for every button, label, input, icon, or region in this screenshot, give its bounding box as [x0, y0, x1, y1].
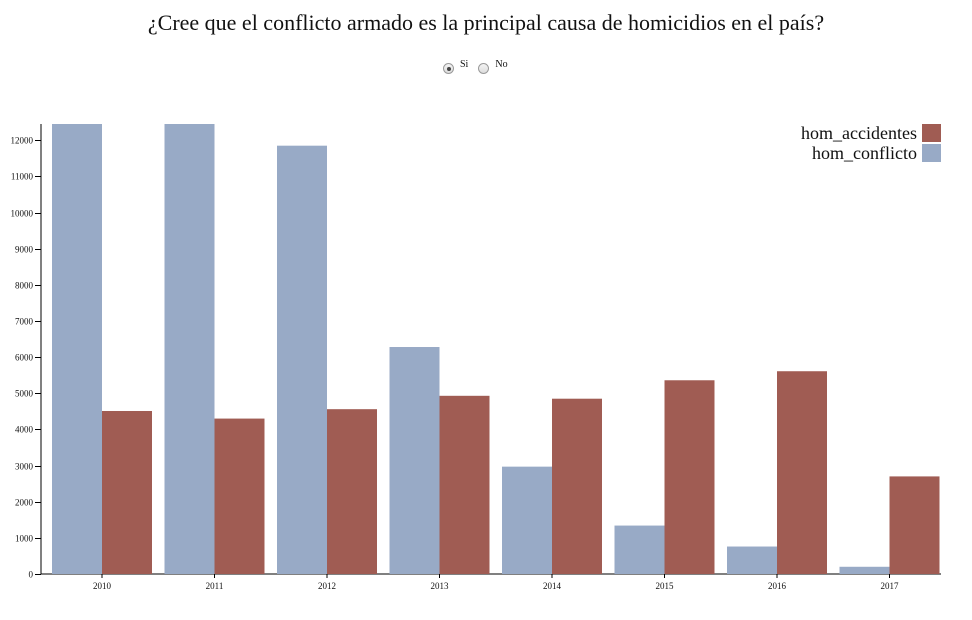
bar-hom_conflicto — [164, 124, 215, 574]
y-tick-label: 7000 — [15, 317, 34, 327]
y-tick-label: 9000 — [15, 245, 34, 255]
bar-hom_conflicto — [727, 546, 777, 574]
y-tick-label: 2000 — [15, 498, 34, 508]
x-tick-label: 2014 — [543, 581, 562, 591]
y-tick-label: 1000 — [15, 534, 34, 544]
radio-si-label: Si — [460, 59, 469, 70]
bar-hom_conflicto — [277, 145, 327, 574]
x-tick-label: 2016 — [768, 581, 787, 591]
bar-hom_conflicto — [614, 525, 665, 574]
x-tick-label: 2010 — [93, 581, 112, 591]
bar-hom_accidentes — [664, 380, 715, 574]
y-tick-label: 6000 — [15, 353, 34, 363]
y-tick-label: 11000 — [11, 172, 34, 182]
y-tick-label: 10000 — [11, 209, 34, 219]
bar-hom_accidentes — [439, 395, 490, 574]
y-tick-label: 5000 — [15, 389, 34, 399]
bar-hom_conflicto — [52, 124, 102, 574]
bar-hom_accidentes — [889, 476, 940, 574]
bar-hom_accidentes — [327, 409, 377, 574]
bar-hom_conflicto — [839, 566, 890, 574]
x-tick-label: 2011 — [206, 581, 224, 591]
answer-radio-group: Si No — [443, 58, 508, 74]
bar-hom_conflicto — [389, 347, 440, 574]
legend-label-hom_conflicto: hom_conflicto — [812, 143, 917, 163]
bar-hom_conflicto — [502, 466, 552, 574]
bar-hom_accidentes — [777, 371, 827, 574]
y-tick-label: 4000 — [15, 425, 34, 435]
x-tick-label: 2012 — [318, 581, 336, 591]
y-tick-label: 3000 — [15, 462, 34, 472]
chart-title: ¿Cree que el conflicto armado es la prin… — [147, 10, 825, 35]
x-tick-label: 2015 — [656, 581, 675, 591]
radio-no-button[interactable] — [478, 63, 490, 74]
bar-hom_accidentes — [102, 410, 152, 574]
bar-hom_accidentes — [552, 398, 602, 574]
y-tick-label: 12000 — [11, 136, 34, 146]
radio-no[interactable]: No — [478, 58, 508, 74]
legend-swatch-hom_conflicto — [922, 144, 941, 162]
radio-no-label: No — [495, 59, 508, 70]
x-tick-label: 2013 — [431, 581, 450, 591]
legend-label-hom_accidentes: hom_accidentes — [801, 123, 917, 143]
radio-si-button[interactable] — [443, 63, 454, 74]
legend-swatch-hom_accidentes — [922, 124, 941, 142]
x-tick-label: 2017 — [881, 581, 900, 591]
y-tick-label: 0 — [29, 570, 34, 580]
bar-hom_accidentes — [214, 418, 265, 574]
y-tick-label: 8000 — [15, 281, 34, 291]
radio-si[interactable]: Si — [443, 58, 468, 74]
